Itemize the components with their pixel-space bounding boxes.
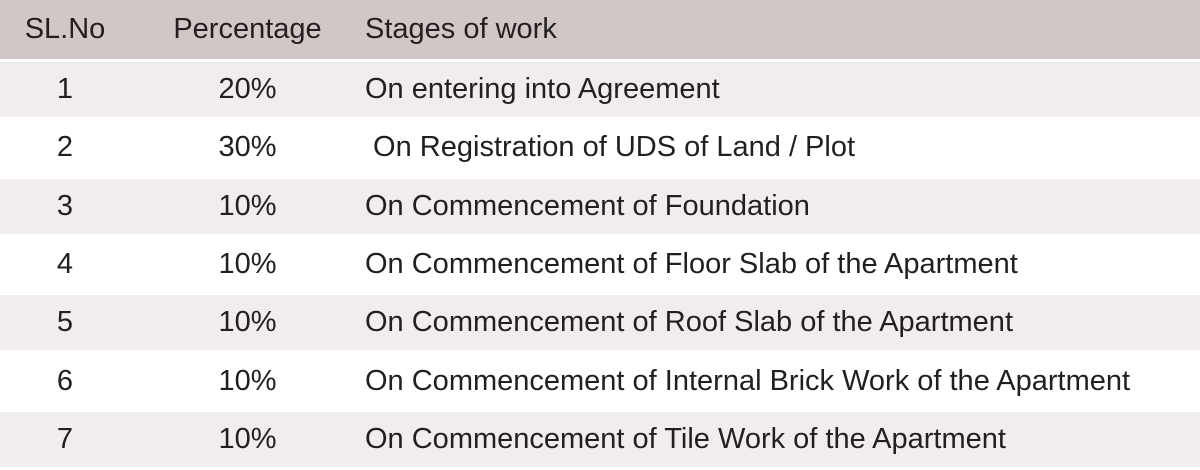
cell-sl-no: 3	[0, 175, 130, 237]
column-header-percentage: Percentage	[130, 0, 365, 61]
table-row: 3 10% On Commencement of Foundation	[0, 175, 1200, 237]
cell-sl-no: 4	[0, 235, 130, 294]
cell-stage: On Registration of UDS of Land / Plot	[365, 118, 1200, 178]
column-header-stages: Stages of work	[365, 0, 1200, 61]
cell-sl-no: 6	[0, 351, 130, 411]
cell-sl-no: 7	[0, 408, 130, 470]
cell-percentage: 10%	[130, 408, 365, 470]
cell-sl-no: 5	[0, 292, 130, 354]
cell-stage: On Commencement of Floor Slab of the Apa…	[365, 235, 1200, 294]
table-body: 1 20% On entering into Agreement 2 30% O…	[0, 58, 1200, 470]
table-row: 5 10% On Commencement of Roof Slab of th…	[0, 292, 1200, 354]
cell-stage: On entering into Agreement	[365, 58, 1200, 121]
table-row: 2 30% On Registration of UDS of Land / P…	[0, 118, 1200, 178]
cell-stage: On Commencement of Internal Brick Work o…	[365, 351, 1200, 411]
cell-percentage: 10%	[130, 235, 365, 294]
cell-stage: On Commencement of Roof Slab of the Apar…	[365, 292, 1200, 354]
cell-stage: On Commencement of Foundation	[365, 175, 1200, 237]
table-row: 4 10% On Commencement of Floor Slab of t…	[0, 235, 1200, 294]
cell-percentage: 10%	[130, 175, 365, 237]
table-header: SL.No Percentage Stages of work	[0, 0, 1200, 61]
table-row: 6 10% On Commencement of Internal Brick …	[0, 351, 1200, 411]
cell-sl-no: 1	[0, 58, 130, 121]
table-row: 7 10% On Commencement of Tile Work of th…	[0, 408, 1200, 470]
table-row: 1 20% On entering into Agreement	[0, 58, 1200, 121]
cell-stage: On Commencement of Tile Work of the Apar…	[365, 408, 1200, 470]
cell-percentage: 10%	[130, 292, 365, 354]
cell-percentage: 20%	[130, 58, 365, 121]
cell-sl-no: 2	[0, 118, 130, 178]
cell-percentage: 30%	[130, 118, 365, 178]
header-row: SL.No Percentage Stages of work	[0, 0, 1200, 61]
cell-percentage: 10%	[130, 351, 365, 411]
column-header-sl-no: SL.No	[0, 0, 130, 61]
